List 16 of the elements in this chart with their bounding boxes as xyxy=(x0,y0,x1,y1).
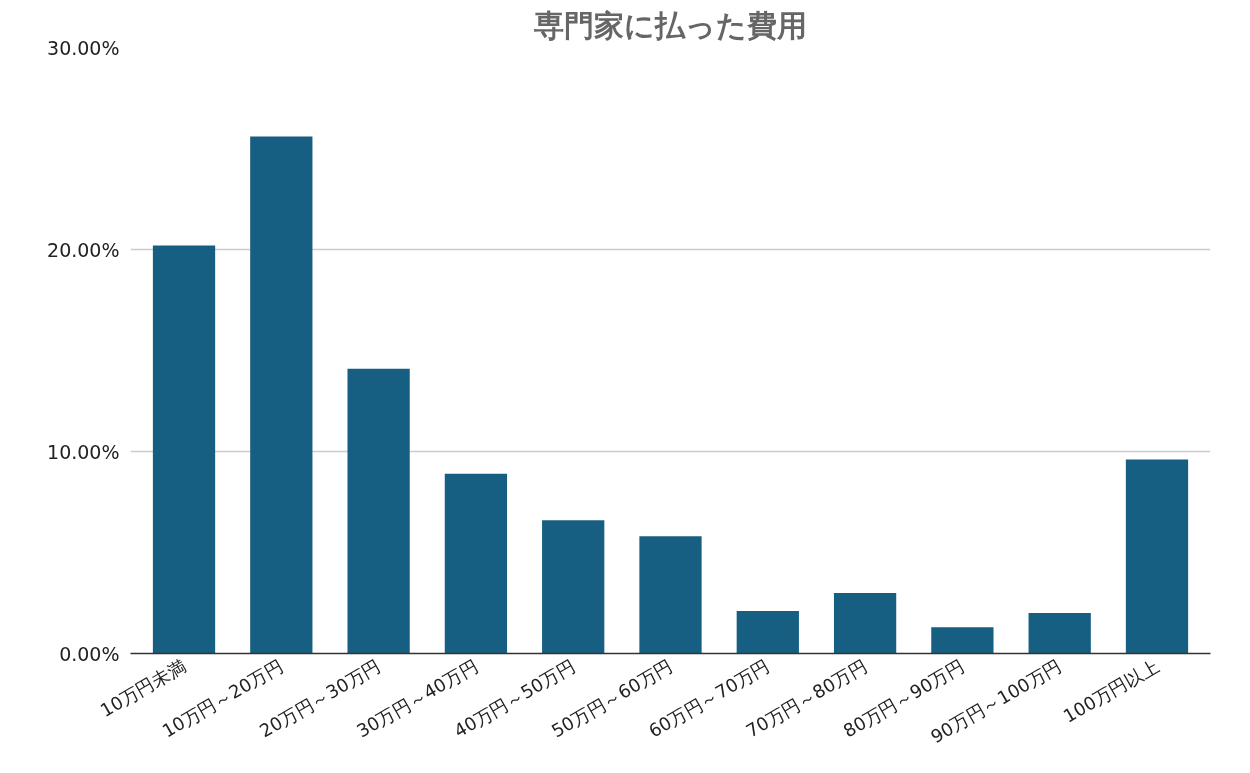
bar xyxy=(931,627,994,654)
y-tick-label: 10.00% xyxy=(47,440,120,463)
y-tick-label: 20.00% xyxy=(47,238,120,261)
bar xyxy=(250,136,313,654)
y-tick-label: 30.00% xyxy=(47,36,120,59)
bar xyxy=(833,592,897,654)
bar xyxy=(639,536,702,654)
bar xyxy=(736,611,799,654)
y-tick-label: 0.00% xyxy=(59,642,120,665)
bar xyxy=(1125,459,1189,654)
bar xyxy=(542,520,605,654)
chart-title: 専門家に払った費用 xyxy=(534,7,807,43)
bar xyxy=(1028,613,1091,654)
bar xyxy=(152,245,216,654)
bar xyxy=(444,473,508,654)
bar xyxy=(347,368,410,654)
